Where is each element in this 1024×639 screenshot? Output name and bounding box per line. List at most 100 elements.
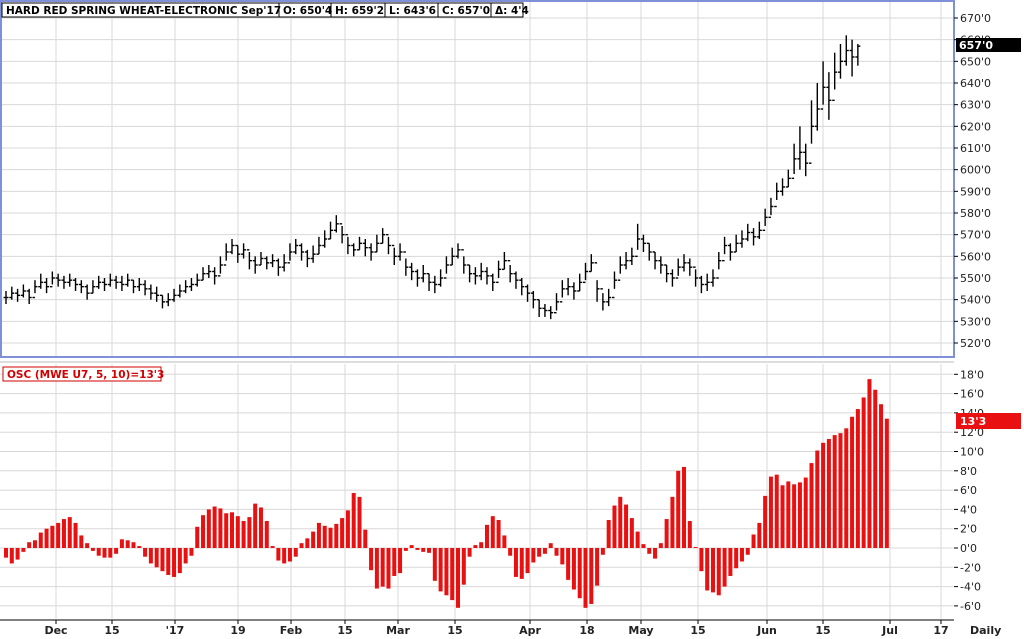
osc-bar <box>363 529 368 548</box>
price-bar <box>698 275 704 294</box>
price-bar <box>293 239 299 255</box>
osc-bar <box>461 548 466 585</box>
price-bar <box>426 272 432 291</box>
osc-bar <box>241 520 246 548</box>
osc-bar <box>687 520 692 548</box>
price-tick-label: 520'0 <box>960 337 991 350</box>
price-bar <box>356 236 362 251</box>
osc-bar <box>415 548 420 550</box>
osc-bar <box>421 548 426 552</box>
x-tick-label: 15 <box>104 624 119 637</box>
price-bar <box>322 230 328 248</box>
osc-bar <box>345 510 350 548</box>
price-bar <box>223 243 229 266</box>
osc-bar <box>79 535 84 548</box>
price-tick-label: 530'0 <box>960 315 991 328</box>
osc-bar <box>809 463 814 548</box>
price-bar <box>154 286 160 302</box>
osc-bar <box>566 548 571 580</box>
price-bar <box>328 221 334 240</box>
osc-bar <box>85 543 90 548</box>
price-bar <box>200 267 206 281</box>
osc-bar <box>61 519 66 548</box>
high-value: H: 659'2 <box>335 5 384 17</box>
osc-label: OSC (MWE U7, 5, 10)=13'3 <box>7 369 164 381</box>
osc-bar <box>867 379 872 548</box>
osc-bar <box>722 548 727 587</box>
x-tick-label: Daily <box>970 624 1001 637</box>
price-bar <box>606 288 612 307</box>
osc-bar <box>670 496 675 548</box>
price-bar <box>588 254 594 273</box>
x-tick-label: 15 <box>815 624 830 637</box>
price-bar <box>61 275 67 289</box>
price-header: HARD RED SPRING WHEAT-ELECTRONIC Sep'17 … <box>1 2 529 18</box>
osc-bar <box>137 546 142 548</box>
price-bar <box>472 267 478 285</box>
osc-bar <box>114 548 119 554</box>
osc-bar <box>606 520 611 548</box>
osc-bar <box>821 442 826 548</box>
price-bar <box>38 273 44 289</box>
price-bar <box>658 256 664 274</box>
price-tick-label: 630'0 <box>960 99 991 112</box>
price-tick-label: 580'0 <box>960 207 991 220</box>
price-bar <box>310 245 316 263</box>
osc-bar <box>548 543 553 548</box>
price-bar <box>15 288 21 302</box>
x-tick-label: May <box>628 624 653 637</box>
price-panel <box>0 0 955 358</box>
x-tick-label: Feb <box>280 624 303 637</box>
price-bar <box>368 243 374 261</box>
price-tick-label: 590'0 <box>960 185 991 198</box>
price-bar <box>130 279 136 294</box>
price-tick-label: 620'0 <box>960 120 991 133</box>
price-bar <box>820 61 826 110</box>
price-tick-label: 610'0 <box>960 142 991 155</box>
x-axis: Dec 15 '17 19 Feb 15 Mar 15 Apr 18 May 15 Jun 15 Jul 17… <box>0 619 1001 637</box>
osc-bar <box>763 495 768 548</box>
price-bar <box>90 280 96 294</box>
osc-bar <box>803 477 808 548</box>
price-bar <box>461 249 467 274</box>
price-bar <box>693 266 699 287</box>
osc-bar <box>682 466 687 548</box>
x-tick-label: 15 <box>447 624 462 637</box>
osc-bar <box>218 508 223 548</box>
price-bar <box>849 39 855 77</box>
osc-bar <box>351 492 356 548</box>
osc-bar <box>664 519 669 548</box>
price-bar <box>281 254 287 272</box>
price-bar <box>640 234 646 252</box>
osc-header: OSC (MWE U7, 5, 10)=13'3 <box>2 366 164 382</box>
osc-bar <box>710 548 715 593</box>
price-bar <box>345 233 351 255</box>
osc-bar <box>311 531 316 548</box>
osc-bar <box>467 548 472 557</box>
osc-bar <box>154 548 159 568</box>
osc-bar <box>380 548 385 587</box>
osc-y-axis: -6'0-4'0-2'00'02'04'06'08'010'012'014'01… <box>954 368 984 613</box>
osc-bar <box>293 548 298 557</box>
price-bar <box>362 239 368 257</box>
osc-bar <box>571 548 576 590</box>
osc-tick-label: -2'0 <box>960 561 981 574</box>
osc-bar <box>177 548 182 574</box>
price-bar <box>67 273 73 287</box>
price-bar <box>78 280 84 294</box>
osc-bar <box>264 520 269 548</box>
price-bar <box>270 254 276 268</box>
osc-bar <box>519 548 524 579</box>
osc-bar <box>427 548 432 553</box>
price-bar <box>44 278 50 294</box>
price-bar <box>762 208 768 232</box>
osc-bar <box>131 542 136 548</box>
osc-bar <box>102 548 107 558</box>
price-bar <box>507 259 513 283</box>
price-bar <box>722 236 728 262</box>
osc-bar <box>403 548 408 551</box>
osc-bar <box>699 548 704 572</box>
price-bar <box>235 244 241 263</box>
price-bar <box>229 239 235 255</box>
osc-bar <box>879 404 884 548</box>
